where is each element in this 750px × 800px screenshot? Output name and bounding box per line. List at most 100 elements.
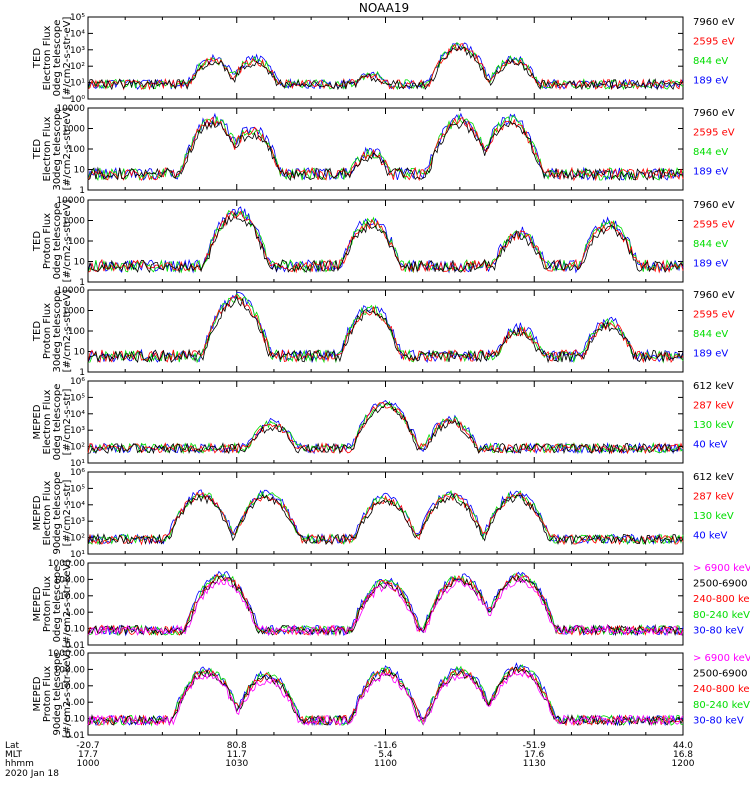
y-tick-label: 1 xyxy=(79,368,85,378)
y-axis-label-line: [#/cm2-s-str] xyxy=(62,479,73,546)
legend-entry: 80-240 keV xyxy=(693,700,750,711)
footer-value: -20.7 xyxy=(76,741,99,751)
y-tick-label: 10² xyxy=(70,534,85,544)
y-tick-label: 10 xyxy=(74,258,86,268)
y-axis-label: MEPEDElectron Flux90deg telescope[#/cm2-… xyxy=(32,471,73,554)
y-tick-label: 10¹ xyxy=(70,459,85,469)
y-tick-label: 10² xyxy=(70,443,85,453)
y-axis-label: TEDElectron Flux0deg telescope[#/cm2-s-s… xyxy=(32,17,73,100)
y-axis-label-line: Electron Flux xyxy=(42,389,53,454)
legend-entry: 7960 eV xyxy=(693,17,735,28)
footer-value: 1030 xyxy=(225,759,248,769)
y-tick-label: 100 xyxy=(68,145,85,155)
legend-entry: 40 keV xyxy=(693,531,727,542)
y-axis-label: MEPEDElectron Flux0deg telescope[#/cm2-s… xyxy=(32,384,73,461)
figure-title: NOAA19 xyxy=(359,1,409,15)
footer-value: -11.6 xyxy=(374,741,398,751)
panel-8: 0.010.101.0010.00100.001000.00MEPEDProto… xyxy=(32,649,750,741)
y-tick-label: 10³ xyxy=(70,46,85,56)
footer-value: 11.7 xyxy=(227,750,247,760)
legend-entry: 240-800 ke xyxy=(693,684,750,695)
series-line xyxy=(87,666,684,727)
legend-entry: 40 keV xyxy=(693,440,727,451)
legend-entry: 2595 eV xyxy=(693,220,735,231)
legend-entry: 189 eV xyxy=(693,259,728,270)
legend-entry: 30-80 keV xyxy=(693,625,744,636)
series-line xyxy=(87,573,684,636)
legend-entry: 189 eV xyxy=(693,349,728,360)
footer-value: 17.7 xyxy=(78,750,98,760)
y-tick-label: 100.00 xyxy=(54,665,86,675)
y-tick-label: 10¹ xyxy=(70,79,85,89)
legend-entry: 844 eV xyxy=(693,329,728,340)
legend-entry: 287 keV xyxy=(693,492,734,503)
y-tick-label: 10⁴ xyxy=(70,501,85,511)
y-axis-label-line: Proton Flux xyxy=(42,666,53,722)
footer-value: 44.0 xyxy=(673,741,693,751)
legend-entry: 130 keV xyxy=(693,420,734,431)
legend-entry: > 6900 keV xyxy=(693,653,750,664)
legend-entry: 2595 eV xyxy=(693,128,735,139)
footer-value: 5.4 xyxy=(378,750,393,760)
series-line xyxy=(87,293,684,364)
y-axis-label-line: 0deg telescope xyxy=(52,203,63,280)
y-tick-label: 1 xyxy=(79,186,85,196)
y-tick-label: 10.00 xyxy=(59,592,85,602)
y-tick-label: 10⁴ xyxy=(70,29,85,39)
series-line xyxy=(87,402,684,455)
y-axis-label-line: TED xyxy=(32,139,43,160)
y-tick-label: 10³ xyxy=(70,426,85,436)
legend-entry: 844 eV xyxy=(693,56,728,67)
y-tick-label: 0.10 xyxy=(65,625,85,635)
legend-entry: 2500-6900 xyxy=(693,669,748,680)
y-axis-label-line: Proton Flux xyxy=(42,213,53,269)
y-tick-label: 10⁶ xyxy=(70,377,85,387)
y-axis-label: TEDProton Flux0deg telescope[#/cm2-s-str… xyxy=(32,200,73,283)
y-tick-label: 10000 xyxy=(56,196,85,206)
legend-entry: 2595 eV xyxy=(693,310,735,321)
legend-entry: 30-80 keV xyxy=(693,715,744,726)
y-axis-label-line: [#/cm2-s-str-eV] xyxy=(62,108,73,191)
y-axis-label-line: MEPED xyxy=(32,676,43,711)
y-tick-label: 1000 xyxy=(62,217,85,227)
footer-value: 16.8 xyxy=(673,750,693,760)
footer-value: 17.6 xyxy=(524,750,544,760)
y-axis-label-line: MEPED xyxy=(32,586,43,621)
y-tick-label: 10⁰ xyxy=(70,95,85,105)
y-axis-label-line: 30deg telescope xyxy=(52,107,63,190)
series-line xyxy=(87,572,684,637)
legend-entry: 189 eV xyxy=(693,76,728,87)
y-tick-label: 10⁵ xyxy=(70,484,85,494)
y-axis-label-line: [#/cm2-s-str-eV] xyxy=(62,200,73,283)
y-tick-label: 1000.00 xyxy=(48,559,85,569)
y-axis-label-line: MEPED xyxy=(32,495,43,530)
legend-entry: 612 keV xyxy=(693,472,734,483)
y-axis-label: TEDElectron Flux30deg telescope[#/cm2-s-… xyxy=(32,107,73,190)
y-axis-label: TEDProton Flux30deg telescope[#/cm2-s-st… xyxy=(32,289,73,372)
legend-entry: 2595 eV xyxy=(693,37,735,48)
y-axis-label-line: 0deg telescope xyxy=(52,566,63,643)
y-axis-label-line: 0deg telescope xyxy=(52,384,63,461)
y-axis-label: MEPEDProton Flux90deg telescope[#/cm2-s-… xyxy=(32,650,73,738)
series-line xyxy=(87,669,684,727)
y-tick-label: 100 xyxy=(68,237,85,247)
series-line xyxy=(87,295,684,364)
y-tick-label: 10⁵ xyxy=(70,393,85,403)
y-axis-label-line: TED xyxy=(32,48,43,69)
y-axis-label-line: 0deg telescope xyxy=(52,20,63,97)
series-line xyxy=(87,209,684,274)
legend-entry: 240-800 ke xyxy=(693,594,750,605)
legend-entry: 287 keV xyxy=(693,401,734,412)
y-axis-label-line: Electron Flux xyxy=(42,480,53,545)
y-axis-label-line: [#/cm2-s-str] xyxy=(62,388,73,455)
y-axis-label-line: [#/cm2-s-str-eV] xyxy=(62,17,73,100)
legend-entry: 7960 eV xyxy=(693,200,735,211)
series-line xyxy=(87,45,684,91)
y-tick-label: 10000 xyxy=(56,104,85,114)
y-tick-label: 1000 xyxy=(62,125,85,135)
y-axis-label-line: MEPED xyxy=(32,404,43,439)
